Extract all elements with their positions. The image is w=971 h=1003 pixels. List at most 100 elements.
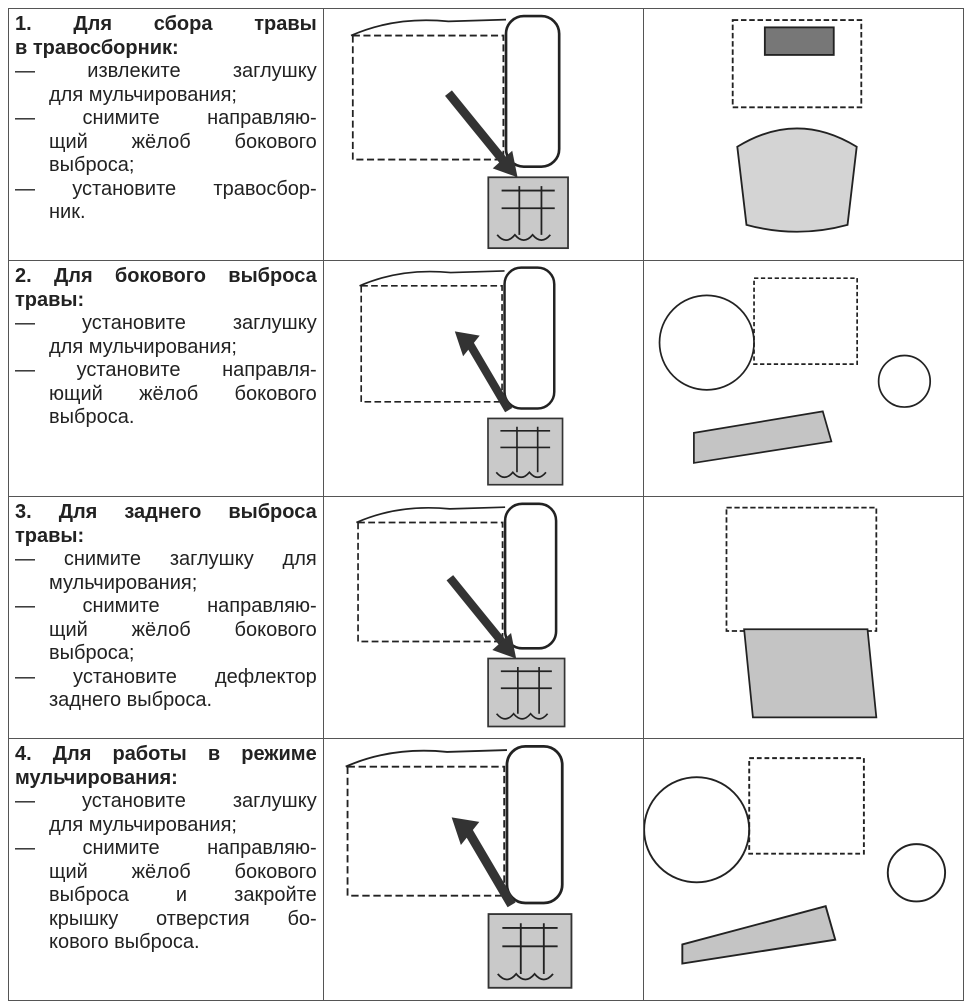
- text-line: 4. Для работы в режиме: [15, 743, 317, 765]
- chute: [693, 410, 833, 464]
- wheel-right: [878, 354, 932, 408]
- wheel-right: [887, 843, 947, 903]
- text-line: 3. Для заднего выброса: [15, 501, 317, 523]
- deck: [346, 765, 505, 897]
- wheel-left: [644, 776, 751, 884]
- mower-deck-sketch: [350, 14, 569, 250]
- text-line: — установите направля-: [15, 359, 317, 381]
- text-line: мульчирования;: [49, 571, 198, 594]
- table-body: 1. Для сбора травы в травосборник: — извле…: [8, 8, 964, 1001]
- deck-top: [355, 506, 505, 524]
- deck-top: [358, 270, 505, 287]
- chute: [681, 905, 837, 965]
- step-item: — снимите направляю-щий жёлоб бокового вы…: [15, 107, 317, 178]
- arrow: [444, 90, 510, 167]
- grass-bag: [736, 127, 859, 233]
- instruction-cell: 2. Для бокового выброса травы: — установит…: [8, 260, 324, 497]
- wheel-left: [659, 294, 756, 391]
- text-line: щий жёлоб бокового: [49, 860, 317, 883]
- text-line: травы:: [15, 288, 85, 311]
- mower-deck-sketch: [345, 744, 573, 989]
- text-line: — снимите заглушку для: [15, 548, 317, 570]
- arrow-head: [492, 633, 516, 659]
- text-line: для мульчирования;: [49, 83, 237, 106]
- illustration: [659, 277, 932, 464]
- table-row: 4. Для работы в режиме мульчирования: — ус…: [8, 738, 964, 1001]
- table-row: 3. Для заднего выброса травы: — снимите за…: [8, 496, 964, 739]
- mower-rear: [726, 506, 878, 632]
- illustration-cell: [643, 738, 964, 1001]
- illustration-cell: [322, 496, 645, 739]
- deck-top: [350, 18, 506, 37]
- plug-block: [487, 913, 573, 989]
- wheel: [505, 744, 564, 905]
- text-line: выброса.: [49, 406, 135, 428]
- text-line: — установите заглушку: [15, 790, 317, 812]
- arrow: [463, 337, 512, 413]
- text-line: для мульчирования;: [49, 813, 237, 836]
- illustration: [345, 744, 573, 989]
- deflector: [743, 628, 878, 719]
- table-row: 2. Для бокового выброса травы: — установит…: [8, 260, 964, 497]
- text-line: — снимите направляю-: [15, 107, 317, 129]
- instruction-cell: 3. Для заднего выброса травы: — снимите за…: [8, 496, 324, 739]
- text-line: выброса;: [49, 154, 135, 176]
- illustration: [732, 19, 863, 233]
- step-item: — снимите заглушку для мульчирования;: [15, 548, 317, 595]
- text-line: выброса;: [49, 642, 135, 664]
- plug-block: [487, 176, 569, 250]
- text-line: ющий жёлоб бокового: [49, 382, 317, 405]
- text-line: для мульчирования;: [49, 335, 237, 358]
- step-heading: 2. Для бокового выброса травы:: [15, 265, 317, 312]
- plug-block: [486, 417, 564, 486]
- text-line: выброса и закройте: [49, 884, 317, 906]
- illustration-cell: [643, 8, 964, 261]
- illustration-cell: [643, 260, 964, 497]
- wheel: [503, 502, 558, 650]
- text-line: — снимите направляю-: [15, 837, 317, 859]
- wheel: [504, 14, 561, 168]
- arrow: [461, 824, 516, 908]
- illustration: [358, 266, 564, 486]
- illustration-cell: [322, 8, 645, 261]
- plug-pattern: [496, 923, 558, 981]
- deck-top: [345, 749, 507, 768]
- text-line: травы:: [15, 524, 85, 547]
- step-item: — снимите направляю-щий жёлоб бокового вы…: [15, 595, 317, 666]
- step-heading: 3. Для заднего выброса травы:: [15, 501, 317, 548]
- deck: [351, 34, 504, 161]
- text-line: ник.: [49, 201, 86, 223]
- illustration: [355, 502, 566, 728]
- text-line: — снимите направляю-: [15, 595, 317, 617]
- illustration: [644, 757, 947, 965]
- mower-sketch: [732, 19, 863, 233]
- text-line: 2. Для бокового выброса: [15, 265, 317, 287]
- text-line: крышку отверстия бо-: [49, 907, 317, 930]
- illustration-cell: [322, 260, 645, 497]
- step-item: — установите травосбор-ник.: [15, 178, 317, 225]
- step-item: — извлеките заглушку для мульчирования;: [15, 60, 317, 107]
- text-line: заднего выброса.: [49, 689, 213, 711]
- step-item: — установите заглушку для мульчирования;: [15, 790, 317, 837]
- step-item: — снимите направляю-щий жёлоб бокового вы…: [15, 837, 317, 955]
- step-heading: 4. Для работы в режиме мульчирования:: [15, 743, 317, 790]
- arrow-head: [454, 331, 480, 357]
- text-line: 1. Для сбора травы: [15, 13, 317, 35]
- text-line: щий жёлоб бокового: [49, 130, 317, 153]
- arrow-head: [492, 150, 518, 178]
- mower-deck-sketch: [355, 502, 566, 728]
- wheel: [503, 266, 556, 410]
- illustration: [350, 14, 569, 250]
- arrow-head: [451, 817, 480, 845]
- text-line: мульчирования:: [15, 766, 178, 789]
- mower-sketch: [659, 277, 932, 464]
- engine: [748, 757, 866, 855]
- text-line: — установите травосбор-: [15, 177, 317, 200]
- plug-block: [486, 657, 566, 728]
- plug-pattern: [496, 186, 555, 242]
- mower-sketch: [726, 506, 878, 719]
- deck: [356, 521, 504, 643]
- step-item: — установите направля-ющий жёлоб боковог…: [15, 359, 317, 430]
- deck: [360, 285, 503, 403]
